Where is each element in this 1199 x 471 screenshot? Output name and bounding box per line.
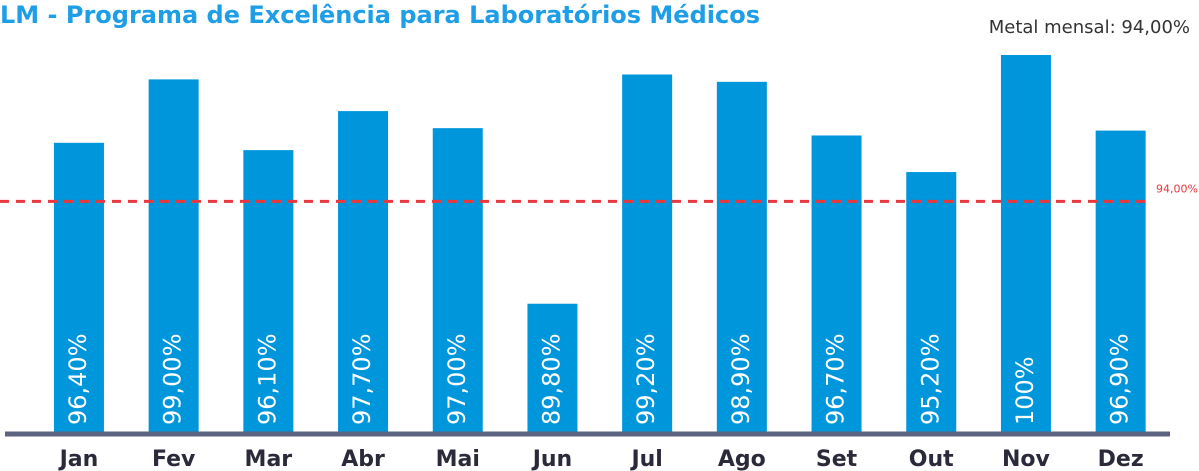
bar	[338, 111, 389, 433]
bar	[527, 303, 578, 433]
x-tick-label: Jun	[531, 447, 573, 471]
value-label: 99,20%	[632, 333, 660, 425]
value-label: 98,90%	[727, 333, 755, 425]
chart-subtitle: Metal mensal: 94,00%	[989, 17, 1190, 38]
value-label: 97,00%	[443, 333, 471, 425]
x-tick-label: Nov	[1002, 447, 1051, 471]
value-label: 100%	[1011, 356, 1039, 425]
value-label: 95,20%	[916, 333, 944, 425]
bar	[622, 74, 673, 433]
bar	[243, 150, 294, 433]
x-tick-label: Jan	[58, 447, 99, 471]
value-label: 97,70%	[348, 333, 376, 425]
bar	[148, 79, 199, 434]
x-tick-label: Jul	[629, 447, 662, 471]
x-tick-label: Dez	[1098, 447, 1144, 471]
x-tick-label: Mai	[436, 447, 480, 471]
value-label: 96,70%	[822, 333, 850, 425]
bar	[53, 142, 104, 433]
x-tick-label: Mar	[245, 447, 293, 471]
x-tick-label: Out	[909, 447, 954, 471]
x-tick-label: Fev	[152, 447, 196, 471]
target-label: 94,00%	[1156, 182, 1198, 195]
bar	[1000, 55, 1051, 433]
value-label: 96,40%	[64, 333, 92, 425]
bar	[716, 81, 767, 433]
value-label: 96,90%	[1106, 333, 1134, 425]
value-label: 96,10%	[253, 333, 281, 425]
bar	[432, 128, 483, 433]
value-label: 99,00%	[159, 333, 187, 425]
x-tick-label: Abr	[341, 447, 385, 471]
x-tick-label: Ago	[718, 447, 766, 471]
bar	[906, 172, 957, 434]
bar	[1095, 130, 1146, 433]
chart-title: LM - Programa de Excelência para Laborat…	[0, 1, 760, 29]
x-tick-label: Set	[816, 447, 858, 471]
bar	[811, 135, 862, 433]
value-label: 89,80%	[537, 333, 565, 425]
